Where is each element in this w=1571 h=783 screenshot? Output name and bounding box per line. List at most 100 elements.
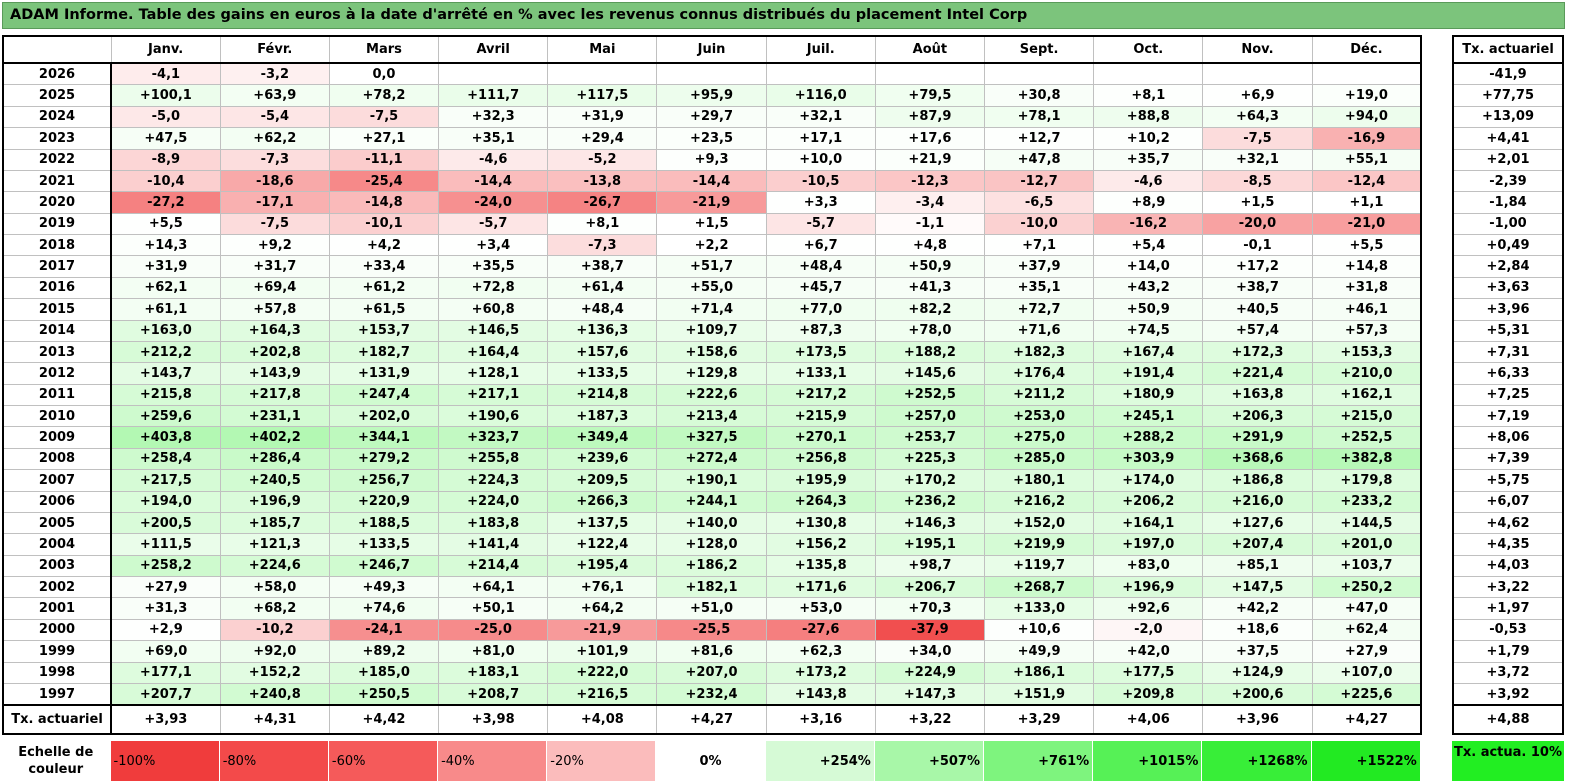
value-cell: +200,6 (1202, 682, 1313, 706)
value-cell: +256,7 (328, 469, 440, 492)
actuarial-summary-row: +4,88 (1453, 704, 1563, 735)
actuarial-cell: +2,84 (1453, 255, 1563, 278)
value-cell: +177,1 (110, 661, 221, 684)
value-cell: +31,8 (1311, 276, 1422, 300)
value-cell: -7,5 (1202, 127, 1313, 150)
value-cell: +111,5 (110, 533, 221, 556)
value-cell: +167,4 (1093, 340, 1204, 364)
value-cell: -3,4 (874, 191, 986, 214)
value-cell: +111,7 (438, 84, 549, 107)
year-cell: 2016 (2, 276, 112, 300)
value-cell: +141,4 (438, 533, 549, 556)
table-row: 2014 +163,0 +164,3 +153,7 +146,5 +136,3 +109,7… (2, 319, 1422, 342)
color-scale-step: +761% (983, 741, 1094, 781)
actuarial-cell: -41,9 (1453, 63, 1563, 86)
table-row: 2011 +215,8 +217,8 +247,4 +217,1 +214,8 +222,6… (2, 383, 1422, 407)
value-cell: +69,4 (219, 276, 330, 300)
value-cell: +9,3 (656, 148, 767, 171)
value-cell: -11,1 (328, 148, 440, 171)
year-cell: 2018 (2, 233, 112, 257)
year-cell: 2002 (2, 575, 112, 599)
value-cell: +180,1 (983, 469, 1095, 492)
value-cell: +173,5 (765, 340, 876, 364)
table-row: 2024 -5,0 -5,4 -7,5 +32,3 +31,9 +29,7 +32,1 +87,… (2, 105, 1422, 129)
month-header: Janv. (110, 36, 221, 64)
actuarial-row: +6,33 (1453, 362, 1563, 385)
summary-cell: +3,29 (983, 704, 1095, 735)
value-cell: +31,3 (110, 597, 221, 620)
value-cell: +131,9 (328, 362, 440, 385)
actuarial-row: +13,09 (1453, 106, 1563, 129)
value-cell: +215,0 (1311, 404, 1422, 428)
value-cell: -4,1 (110, 62, 221, 86)
value-cell: +117,5 (547, 84, 658, 107)
value-cell: +14,8 (1311, 255, 1422, 278)
value-cell: +34,0 (874, 640, 986, 663)
value-cell: +27,9 (110, 575, 221, 599)
report-title: ADAM Informe. Table des gains en euros à… (2, 2, 1565, 29)
color-scale-step: +254% (765, 741, 875, 781)
month-header: Juil. (765, 36, 876, 64)
actuarial-row: +3,72 (1453, 662, 1563, 684)
value-cell: +151,9 (983, 682, 1095, 706)
summary-cell: +3,96 (1202, 704, 1313, 735)
value-cell: +214,4 (438, 554, 549, 578)
value-cell: -0,1 (1202, 233, 1313, 257)
actuarial-row: +3,22 (1453, 576, 1563, 599)
value-cell: +57,4 (1202, 319, 1313, 342)
actuarial-cell: +13,09 (1453, 106, 1563, 129)
value-cell: +220,9 (328, 490, 440, 513)
value-cell: +81,6 (656, 640, 767, 663)
table-row: 2007 +217,5 +240,5 +256,7 +224,3 +209,5 +190,1… (2, 469, 1422, 492)
value-cell: +164,3 (219, 319, 330, 342)
value-cell: +62,4 (1311, 618, 1422, 642)
value-cell: +45,7 (765, 276, 876, 300)
month-header: Mars (328, 36, 440, 64)
color-scale-step: 0% (655, 741, 766, 781)
value-cell: +186,8 (1202, 469, 1313, 492)
summary-cell: +3,93 (110, 704, 221, 735)
value-cell: +250,5 (328, 682, 440, 706)
value-cell: +180,9 (1093, 383, 1204, 407)
value-cell: -8,9 (110, 148, 221, 171)
value-cell: +216,5 (547, 682, 658, 706)
value-cell: +71,4 (656, 298, 767, 321)
table-row: 2025 +100,1 +63,9 +78,2 +111,7 +117,5 +95,9 +11… (2, 84, 1422, 107)
value-cell: +19,0 (1311, 84, 1422, 107)
value-cell: +124,9 (1202, 661, 1313, 684)
value-cell: +224,6 (219, 554, 330, 578)
value-cell: -14,4 (438, 169, 549, 193)
value-cell: +259,6 (110, 404, 221, 428)
value-cell: +74,6 (328, 597, 440, 620)
value-cell: +195,9 (765, 469, 876, 492)
color-scale-step: +1522% (1311, 741, 1421, 781)
color-scale-label: Echelle de couleur (2, 741, 111, 781)
value-cell: +46,1 (1311, 298, 1422, 321)
value-cell: -1,1 (874, 212, 986, 236)
value-cell: -10,5 (765, 169, 876, 193)
value-cell: +89,2 (328, 640, 440, 663)
actuarial-row: +0,49 (1453, 234, 1563, 257)
value-cell: +323,7 (438, 426, 549, 449)
year-cell: 2022 (2, 148, 112, 171)
color-scale-step: +1268% (1201, 741, 1312, 781)
value-cell: +162,1 (1311, 383, 1422, 407)
value-cell: +208,7 (438, 682, 549, 706)
value-cell: +12,7 (983, 127, 1095, 150)
value-cell: +233,2 (1311, 490, 1422, 513)
value-cell: +61,4 (547, 276, 658, 300)
color-scale-step: -100% (110, 741, 220, 781)
table-row: 2016 +62,1 +69,4 +61,2 +72,8 +61,4 +55,0 +45,7 +… (2, 276, 1422, 300)
color-scale-step: -20% (546, 741, 657, 781)
value-cell: +70,3 (874, 597, 986, 620)
value-cell: +225,3 (874, 447, 986, 471)
value-cell: +30,8 (983, 84, 1095, 107)
year-cell: 2020 (2, 191, 112, 214)
value-cell: +87,3 (765, 319, 876, 342)
value-cell: +10,2 (1093, 127, 1204, 150)
value-cell: +147,3 (874, 682, 986, 706)
value-cell: -5,4 (219, 105, 330, 129)
value-cell: +403,8 (110, 426, 221, 449)
actuarial-row: +1,97 (1453, 597, 1563, 620)
actuarial-row: -1,00 (1453, 213, 1563, 236)
